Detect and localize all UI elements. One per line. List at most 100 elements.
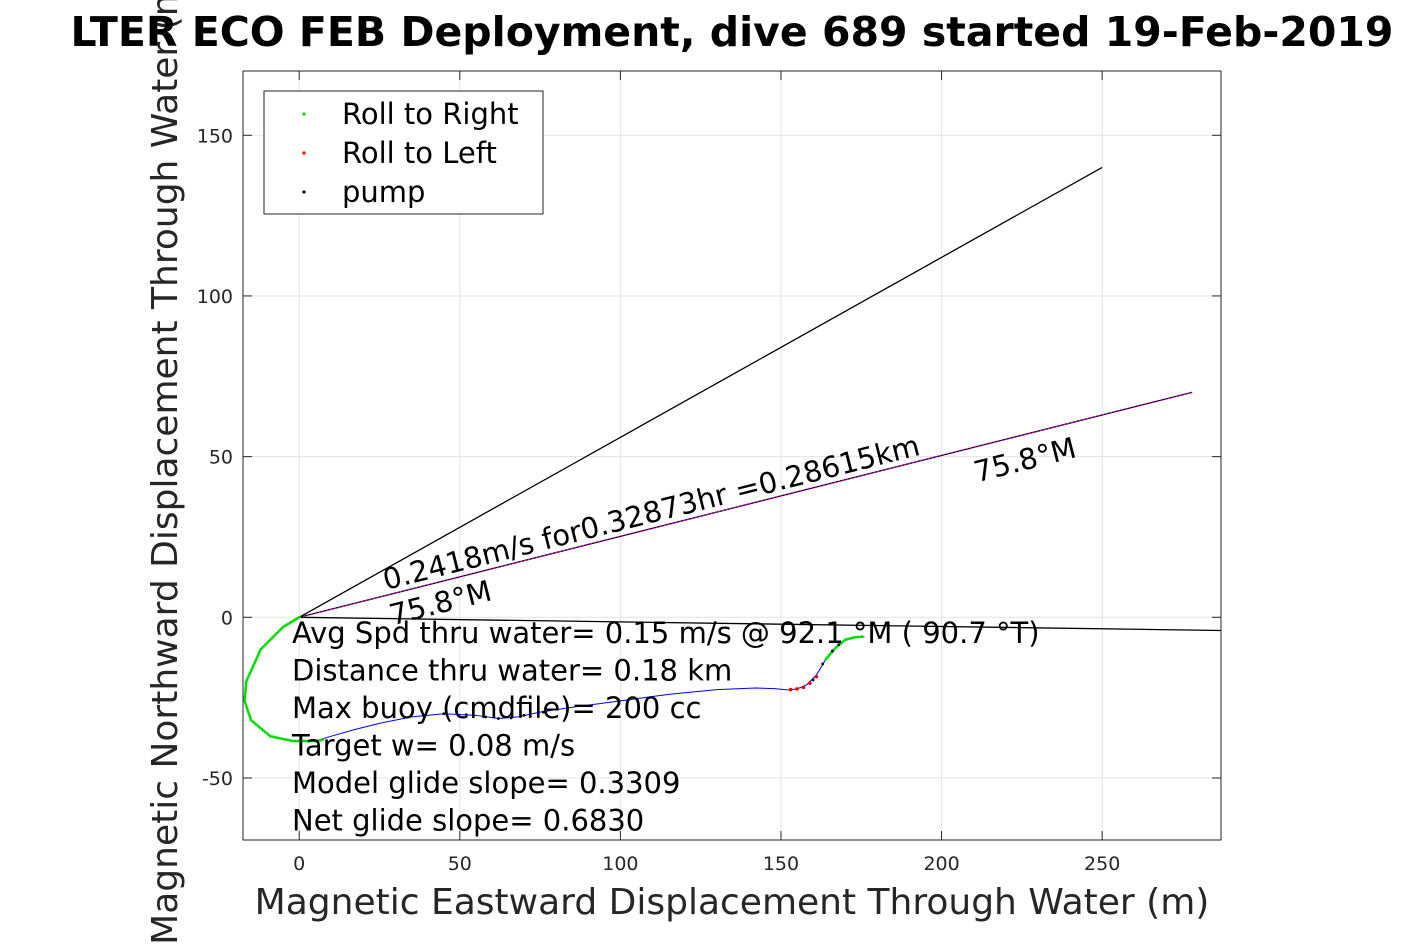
legend-box — [263, 90, 544, 215]
roll-right-point — [273, 735, 277, 739]
roll-right-point — [298, 739, 301, 743]
roll-right-point — [855, 635, 859, 639]
roll-right-point — [309, 739, 313, 743]
pump-point — [821, 662, 825, 666]
roll-right-point — [243, 697, 247, 701]
y-axis-label: Magnetic Northward Displacement Through … — [145, 0, 186, 945]
y-tick-label: 0 — [221, 607, 233, 629]
roll-right-point — [302, 739, 306, 743]
roll-left-point — [814, 674, 819, 679]
roll-right-point — [244, 682, 248, 686]
reference-lines — [298, 166, 1222, 632]
roll-right-point — [318, 738, 322, 742]
roll-right-point — [316, 739, 320, 743]
roll-right-point — [282, 737, 286, 741]
roll-right-point — [246, 710, 250, 713]
roll-right-point — [289, 739, 292, 742]
roll-right-point — [286, 738, 290, 742]
legend-marker-roll-left — [302, 151, 306, 155]
roll-right-point — [243, 695, 247, 698]
pump-point — [496, 717, 500, 720]
reference-line — [298, 166, 1103, 618]
info-line: Avg Spd thru water= 0.15 m/s @ 92.1 °M (… — [292, 616, 1040, 650]
pump-point — [522, 713, 526, 717]
info-line: Net glide slope= 0.6830 — [292, 804, 644, 838]
roll-right-point — [268, 734, 272, 738]
pump-point — [509, 716, 513, 720]
roll-left-point — [795, 687, 799, 691]
roll-left-point — [788, 687, 793, 692]
roll-right-point — [243, 699, 247, 703]
pump-point — [442, 712, 446, 716]
roll-right-point — [246, 708, 249, 711]
y-tick-label: 150 — [197, 125, 233, 147]
roll-right-point — [313, 739, 317, 743]
y-tick-label: -50 — [202, 768, 233, 790]
pump-point — [541, 710, 545, 714]
roll-right-point — [248, 716, 252, 720]
legend-label-roll-left: Roll to Left — [342, 136, 497, 170]
roll-right-point — [275, 736, 279, 740]
roll-right-point — [244, 703, 248, 707]
info-line: Distance thru water= 0.18 km — [292, 654, 732, 688]
roll-right-point — [271, 735, 274, 739]
x-axis-label: Magnetic Eastward Displacement Through W… — [255, 882, 1210, 923]
chart-title: LTER ECO FEB Deployment, dive 689 starte… — [71, 8, 1394, 56]
info-line: Model glide slope= 0.3309 — [292, 766, 680, 800]
track-points — [243, 615, 864, 743]
roll-right-point — [244, 684, 248, 688]
grid — [243, 71, 1221, 840]
roll-left-point — [808, 681, 812, 685]
legend-label-pump: pump — [342, 175, 425, 209]
roll-right-point — [295, 739, 299, 743]
info-text-block: Avg Spd thru water= 0.15 m/s @ 92.1 °M (… — [291, 616, 1040, 838]
tick-marks — [243, 71, 1221, 840]
y-tick-label: 50 — [209, 447, 233, 469]
roll-right-point — [307, 739, 310, 743]
roll-right-point — [853, 635, 857, 639]
roll-right-point — [244, 688, 247, 692]
x-tick-label: 50 — [448, 853, 472, 875]
roll-right-point — [243, 693, 247, 696]
roll-right-point — [244, 686, 248, 690]
legend-marker-roll-right — [302, 112, 306, 116]
x-tick-label: 150 — [763, 853, 799, 875]
roll-right-point — [244, 680, 248, 683]
roll-right-point — [300, 739, 304, 743]
pump-point — [811, 678, 815, 682]
roll-right-point — [284, 738, 288, 741]
roll-right-point — [248, 714, 252, 718]
legend-marker-pump — [302, 190, 306, 194]
info-line: Max buoy (cmdfile)= 200 cc — [292, 691, 701, 725]
roll-right-point — [291, 739, 295, 743]
roll-right-point — [245, 705, 249, 709]
roll-right-point — [243, 690, 247, 694]
roll-left-point — [801, 685, 806, 690]
pump-point — [837, 643, 841, 647]
legend-label-roll-right: Roll to Right — [342, 97, 519, 131]
reference-line — [299, 616, 1222, 632]
x-tick-label: 250 — [1084, 853, 1120, 875]
plot-frame — [242, 70, 1222, 841]
roll-right-point — [243, 701, 247, 705]
tick-labels: 0 50 100 150 200 250 -50 0 50 100 150 — [197, 125, 1121, 875]
roll-right-point — [293, 739, 297, 743]
legend: Roll to Right Roll to Left pump — [263, 90, 544, 215]
roll-right-point — [304, 739, 308, 743]
roll-right-point — [247, 712, 251, 716]
reference-line — [299, 391, 1193, 618]
roll-right-point — [280, 737, 283, 741]
x-tick-label: 100 — [602, 853, 638, 875]
y-tick-label: 100 — [197, 286, 233, 308]
pump-point — [830, 649, 834, 653]
roll-right-point — [321, 738, 324, 742]
pump-point — [464, 713, 468, 717]
x-tick-label: 200 — [923, 853, 959, 875]
roll-right-point — [311, 739, 315, 743]
roll-right-point — [277, 736, 281, 740]
roll-right-point — [858, 635, 862, 639]
roll-right-point — [860, 635, 864, 639]
info-line: Target w= 0.08 m/s — [291, 729, 575, 763]
x-tick-label: 0 — [293, 853, 305, 875]
